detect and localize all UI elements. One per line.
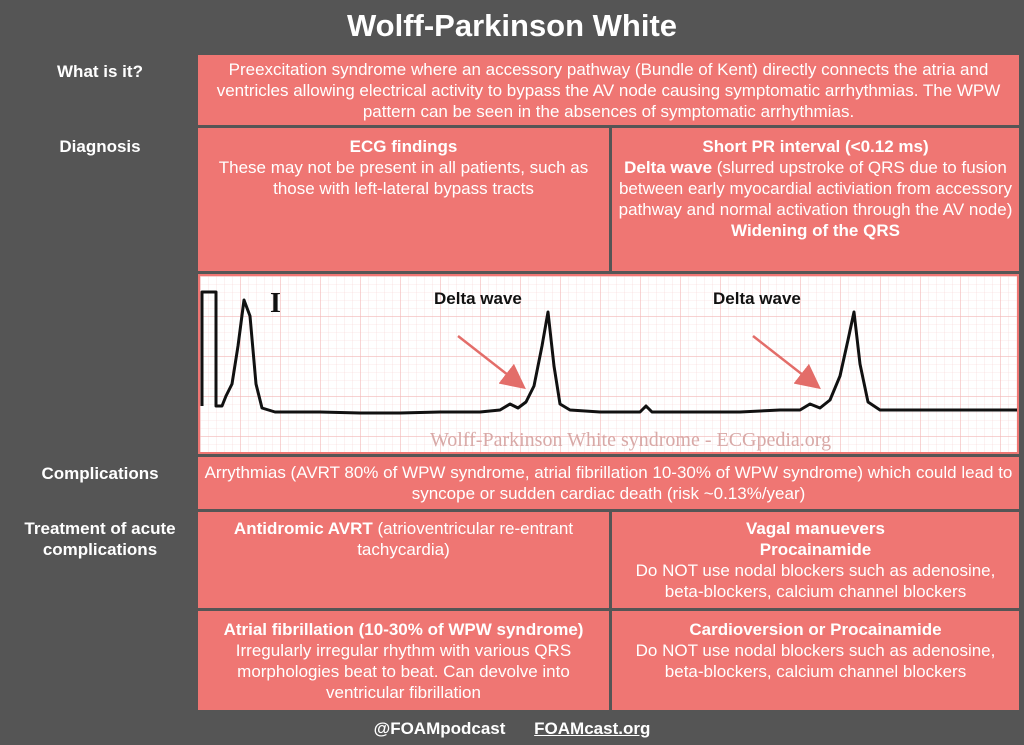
ecg-findings-text: These may not be present in all patients…	[218, 158, 589, 198]
what-is-it-cell: Preexcitation syndrome where an accessor…	[198, 55, 1019, 125]
procainamide: Procainamide	[759, 540, 872, 559]
avrt-description: Antidromic AVRT (atrioventricular re-ent…	[234, 519, 573, 559]
avrt-nodal-blocker-warning: Do NOT use nodal blockers such as adenos…	[635, 561, 996, 601]
ecg-lead-label: I	[270, 288, 281, 319]
footer-handle[interactable]: @FOAMpodcast	[373, 719, 506, 738]
delta-wave-description: Delta wave (slurred upstroke of QRS due …	[618, 157, 1013, 220]
short-pr-interval: Short PR interval (<0.12 ms)	[702, 137, 929, 156]
vagal-manuevers: Vagal manuevers	[746, 519, 885, 538]
widening-qrs: Widening of the QRS	[731, 221, 900, 240]
row-label-diagnosis: Diagnosis	[4, 128, 196, 454]
complications-cell: Arrythmias (AVRT 80% of WPW syndrome, at…	[198, 457, 1019, 509]
delta-wave-label-1: Delta wave	[434, 289, 522, 308]
antidromic-avrt-cell: Antidromic AVRT (atrioventricular re-ent…	[198, 512, 609, 608]
avrt-treatment-cell: Vagal manuevers Procainamide Do NOT use …	[612, 512, 1019, 608]
af-text: Irregularly irregular rhythm with variou…	[235, 641, 572, 702]
row-label-text: Treatment of acute complications	[24, 519, 176, 559]
ecg-trace	[200, 290, 1017, 415]
footer: @FOAMpodcast FOAMcast.org	[0, 713, 1024, 745]
delta-wave-term: Delta wave	[624, 158, 713, 177]
ecg-findings-heading: ECG findings	[349, 137, 458, 156]
delta-wave-arrow-1	[457, 335, 526, 390]
ecg-strip-graphic: I Delta wave Delta wave Wolff-Parkinson …	[200, 276, 1017, 452]
ecg-grid	[200, 276, 1017, 452]
delta-wave-label-2: Delta wave	[713, 289, 801, 308]
avrt-text: (atrioventricular re-entrant tachycardia…	[357, 519, 574, 559]
af-heading: Atrial fibrillation (10-30% of WPW syndr…	[223, 620, 584, 639]
atrial-fibrillation-cell: Atrial fibrillation (10-30% of WPW syndr…	[198, 611, 609, 710]
af-nodal-blocker-warning: Do NOT use nodal blockers such as adenos…	[635, 641, 996, 681]
row-label-text: Diagnosis	[59, 137, 141, 156]
avrt-term: Antidromic AVRT	[233, 519, 373, 538]
delta-wave-text: (slurred upstroke of QRS due to fusion b…	[618, 158, 1013, 219]
row-label-text: Complications	[41, 464, 159, 483]
row-label-what-is-it: What is it?	[4, 55, 196, 125]
row-label-complications: Complications	[4, 457, 196, 509]
ecg-strip: I Delta wave Delta wave Wolff-Parkinson …	[198, 274, 1019, 454]
diagnosis-findings-list-cell: Short PR interval (<0.12 ms) Delta wave …	[612, 128, 1019, 271]
diagnosis-ecg-findings-cell: ECG findings These may not be present in…	[198, 128, 609, 271]
complications-text: Arrythmias (AVRT 80% of WPW syndrome, at…	[204, 463, 1013, 503]
what-is-it-text: Preexcitation syndrome where an accessor…	[216, 60, 1001, 121]
footer-site-link[interactable]: FOAMcast.org	[534, 719, 651, 738]
row-label-text: What is it?	[57, 62, 143, 81]
delta-wave-arrow-2	[752, 335, 821, 390]
page-title: Wolff-Parkinson White	[0, 0, 1024, 52]
row-label-treatment: Treatment of acute complications	[4, 512, 196, 710]
ecg-watermark: Wolff-Parkinson White syndrome - ECGpedi…	[430, 429, 831, 451]
cardioversion-or-procainamide: Cardioversion or Procainamide	[689, 620, 942, 639]
af-treatment-cell: Cardioversion or Procainamide Do NOT use…	[612, 611, 1019, 710]
